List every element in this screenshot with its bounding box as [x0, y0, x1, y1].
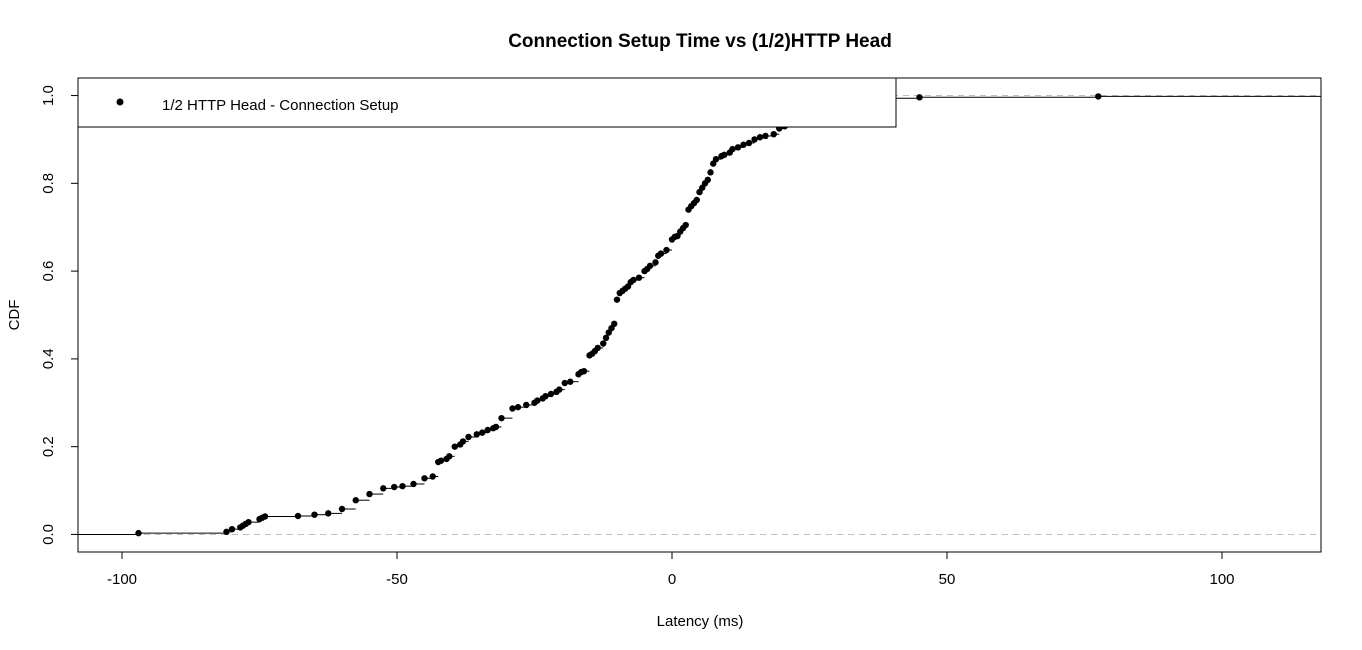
data-point [509, 405, 516, 412]
y-tick-label: 0.0 [40, 524, 57, 545]
data-point [663, 246, 670, 254]
data-point [542, 392, 549, 400]
data-point [704, 176, 711, 184]
plot-border [77, 77, 1322, 553]
legend-marker [116, 98, 124, 106]
data-point [613, 296, 621, 303]
data-point [479, 429, 486, 436]
data-point [446, 453, 453, 460]
data-point [602, 334, 610, 342]
data-point [693, 196, 700, 204]
data-point [325, 510, 332, 517]
data-point [756, 134, 764, 141]
y-axis-title: CDF [6, 300, 23, 331]
data-point [366, 490, 373, 498]
data-point [223, 528, 230, 536]
x-axis-title: Latency (ms) [657, 613, 744, 630]
data-point [594, 344, 601, 352]
data-point [352, 497, 359, 504]
data-point [635, 274, 643, 281]
y-tick-label: 0.6 [40, 261, 57, 282]
data-point [916, 94, 923, 101]
data-point [391, 483, 398, 491]
data-point [712, 155, 720, 163]
data-point [465, 433, 472, 441]
reference-lines [78, 95, 1321, 535]
data-point [338, 505, 346, 513]
x-tick-label: 50 [939, 571, 956, 588]
data-point [567, 378, 574, 385]
data-point [228, 525, 236, 533]
data-point [498, 414, 505, 422]
data-point [682, 221, 689, 229]
data-point [580, 367, 588, 375]
data-point [261, 513, 269, 520]
data-point [451, 443, 458, 450]
y-tick-label: 0.4 [40, 348, 57, 369]
y-tick-label: 0.2 [40, 436, 57, 457]
y-tick-label: 1.0 [40, 85, 57, 106]
data-point [421, 475, 428, 482]
data-point [547, 390, 555, 398]
x-tick-label: -50 [386, 571, 408, 588]
data-point [611, 320, 618, 327]
data-point [410, 480, 417, 488]
data-point [534, 397, 541, 404]
data-point [734, 144, 742, 151]
data-point [707, 169, 714, 176]
x-tick-label: 100 [1209, 571, 1234, 588]
series-layer [78, 93, 1321, 537]
data-point [523, 401, 530, 409]
x-tick-label: -100 [107, 571, 137, 588]
data-point [556, 386, 563, 393]
chart-title: Connection Setup Time vs (1/2)HTTP Head [508, 31, 892, 52]
data-point [762, 132, 769, 140]
legend-label: 1/2 HTTP Head - Connection Setup [162, 97, 399, 114]
data-point [484, 426, 491, 434]
data-point [437, 457, 445, 464]
legend: 1/2 HTTP Head - Connection Setup [77, 77, 897, 128]
data-point [600, 340, 607, 347]
x-axis: -100 -50 0 50 100 [107, 552, 1235, 588]
data-point [492, 423, 500, 431]
data-point [429, 473, 436, 480]
data-point [657, 250, 665, 257]
data-point [745, 139, 753, 147]
x-tick-label: 0 [668, 571, 676, 588]
data-point [646, 262, 654, 270]
data-point [294, 512, 302, 520]
data-point [561, 379, 568, 387]
data-point [459, 438, 467, 445]
data-point [514, 403, 522, 411]
data-point [399, 482, 406, 490]
legend-box [77, 77, 897, 128]
data-point [135, 529, 142, 537]
data-point [721, 151, 728, 159]
data-point [380, 485, 387, 492]
y-tick-label: 0.8 [40, 173, 57, 194]
data-point [652, 259, 659, 266]
data-point [751, 136, 758, 143]
data-point [245, 518, 252, 526]
data-point [311, 511, 318, 518]
data-point [770, 130, 777, 138]
data-point [630, 276, 637, 284]
data-point [1095, 93, 1102, 100]
data-point [473, 431, 480, 438]
data-point [729, 145, 736, 153]
y-axis: 0.0 0.2 0.4 0.6 0.8 1.0 [40, 85, 78, 545]
data-point [740, 141, 747, 148]
